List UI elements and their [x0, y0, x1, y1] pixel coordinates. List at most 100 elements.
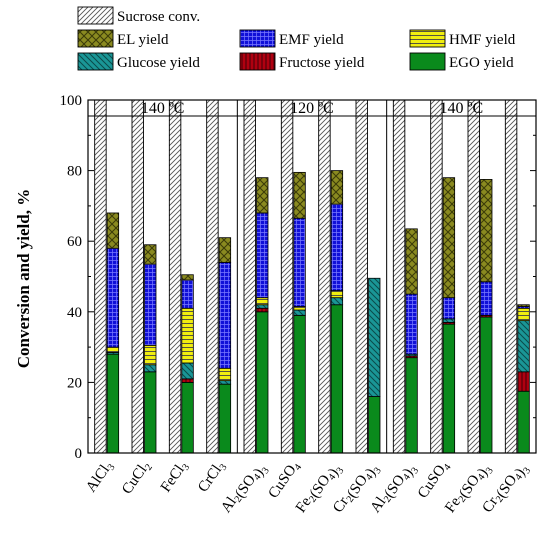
el-segment-2 [144, 244, 157, 265]
ego-segment-5 [256, 311, 269, 454]
fructose-segment-12 [517, 371, 530, 392]
hmf-segment-7 [330, 290, 344, 299]
el-segment-6 [293, 171, 306, 219]
emf-segment-2 [144, 263, 157, 346]
ego-segment-10 [442, 323, 456, 454]
conversion-bar-10 [430, 99, 443, 454]
conversion-bar-6 [280, 99, 294, 454]
emf-segment-5 [256, 212, 269, 299]
ego-segment-8 [368, 396, 381, 454]
glucose-segment-8 [368, 277, 381, 397]
glucose-segment-7 [330, 297, 344, 306]
y-tick-label: 80 [67, 164, 82, 180]
emf-segment-11 [480, 281, 493, 316]
y-tick-label: 60 [67, 234, 82, 250]
ego-segment-11 [480, 316, 493, 454]
ego-segment-9 [405, 357, 418, 454]
x-tick-label: FeCl3 [158, 458, 192, 496]
x-tick-label: Cr2(SO4)3 [330, 458, 384, 520]
conversion-bar-2 [131, 99, 144, 454]
ego-segment-4 [218, 383, 232, 454]
conversion-bar-9 [392, 99, 406, 454]
hmf-segment-2 [144, 344, 157, 366]
hmf-segment-4 [218, 367, 232, 382]
group-label-2: 120 ºC [290, 100, 334, 117]
legend-label: Glucose yield [117, 55, 200, 71]
legend: Sucrose conv. EL yield EMF yield HMF yield G… [77, 6, 516, 71]
emf-segment-4 [218, 261, 232, 369]
ego-segment-12 [517, 390, 530, 454]
el-segment-3 [181, 274, 194, 281]
emf-segment-3 [181, 279, 194, 309]
y-tick-label: 0 [75, 446, 83, 462]
conversion-bar-3 [168, 99, 182, 454]
glucose-segment-4 [218, 380, 232, 385]
x-tick-label: CuCl2 [119, 458, 155, 498]
ego-segment-7 [330, 304, 344, 454]
legend-swatch [409, 29, 446, 48]
el-segment-1 [106, 212, 120, 249]
legend-label: EL yield [117, 32, 169, 48]
legend-swatch [77, 6, 114, 25]
el-segment-12 [517, 304, 530, 307]
conversion-bar-11 [467, 99, 480, 454]
x-tick-label: AlCl3 [83, 458, 117, 496]
fructose-segment-5 [256, 307, 269, 313]
conversion-bar-1 [94, 99, 107, 454]
glucose-segment-5 [256, 304, 269, 309]
hmf-segment-5 [256, 297, 269, 306]
x-tick-label: Fe2(SO4)3 [442, 458, 496, 520]
y-tick-label: 20 [67, 375, 82, 391]
legend-swatch [239, 52, 276, 71]
legend-label: EGO yield [449, 55, 514, 71]
glucose-segment-6 [293, 309, 306, 316]
x-tick-label: CuSO4 [266, 458, 305, 502]
glucose-segment-12 [517, 320, 530, 373]
y-axis-label: Conversion and yield, % [14, 189, 33, 368]
ego-segment-3 [181, 381, 194, 454]
x-tick-label: CuSO4 [415, 458, 454, 502]
group-label-3: 140 ºC [440, 100, 484, 117]
glucose-segment-2 [144, 364, 157, 373]
hmf-segment-6 [293, 306, 306, 311]
emf-segment-10 [442, 297, 456, 320]
x-tick-label: CrCl3 [195, 458, 229, 496]
ego-segment-1 [106, 353, 120, 454]
el-segment-10 [442, 177, 456, 299]
el-segment-9 [405, 228, 418, 295]
conversion-bar-7 [318, 99, 331, 454]
fructose-segment-3 [181, 378, 194, 383]
conversion-bar-12 [504, 99, 518, 454]
legend-label: Fructose yield [279, 55, 365, 71]
y-tick-label: 40 [67, 305, 82, 321]
emf-segment-7 [330, 203, 344, 292]
emf-segment-9 [405, 293, 418, 355]
legend-label: EMF yield [279, 32, 344, 48]
el-segment-5 [256, 177, 269, 214]
legend-label: HMF yield [449, 32, 516, 48]
legend-swatch [409, 52, 446, 71]
ego-segment-6 [293, 314, 306, 454]
glucose-segment-3 [181, 362, 194, 380]
el-segment-4 [218, 237, 232, 263]
el-segment-7 [330, 170, 344, 205]
y-tick-label: 100 [60, 93, 83, 109]
legend-swatch [239, 29, 276, 48]
ego-segment-2 [144, 371, 157, 454]
emf-segment-6 [293, 217, 306, 307]
legend-swatch [77, 52, 114, 71]
group-label-1: 140 ºC [141, 100, 185, 117]
glucose-segment-10 [442, 318, 456, 323]
hmf-segment-12 [517, 307, 530, 322]
legend-swatch [77, 29, 114, 48]
emf-segment-1 [106, 247, 120, 348]
plot-area [94, 99, 530, 454]
conversion-bar-4 [206, 99, 219, 454]
el-segment-11 [480, 179, 493, 283]
legend-label: Sucrose conv. [117, 9, 200, 25]
axes: 0 20 40 60 80 100 Conversion and yield, % 140 º… [14, 93, 537, 520]
conversion-bar-5 [243, 99, 256, 454]
conversion-bar-8 [355, 99, 368, 454]
hmf-segment-3 [181, 307, 194, 364]
